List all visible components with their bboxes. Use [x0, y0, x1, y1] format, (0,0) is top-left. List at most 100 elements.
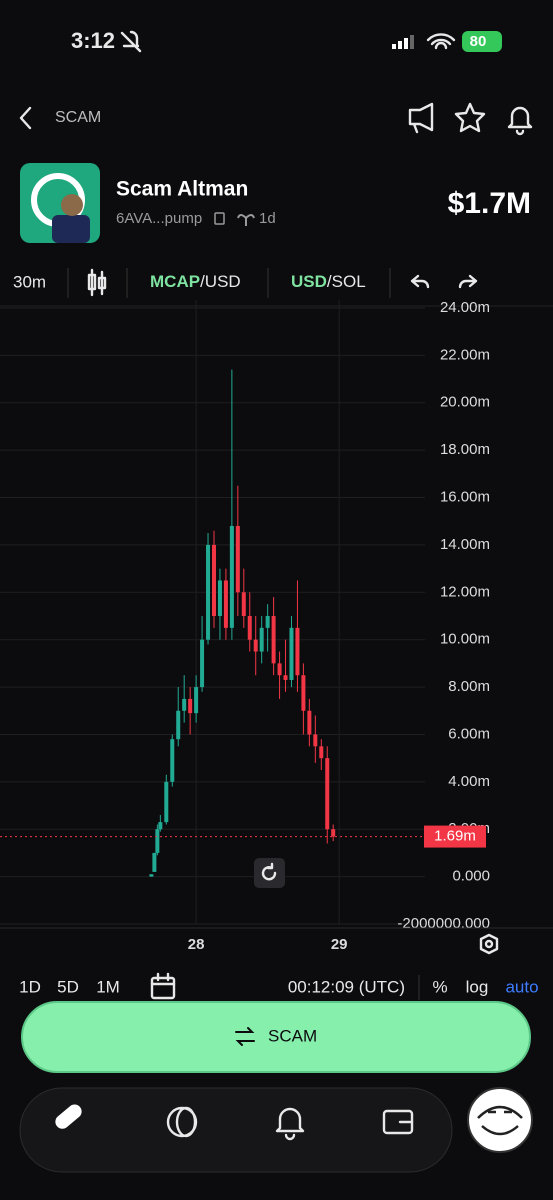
token-address: 6AVA...pump — [116, 210, 202, 227]
candle-body — [253, 639, 258, 652]
candle-body — [194, 687, 199, 714]
candle-body — [188, 698, 193, 714]
range-button[interactable]: 5D — [57, 977, 79, 996]
nav-explore[interactable] — [166, 1106, 198, 1138]
y-tick-label: 12.00m — [440, 583, 490, 600]
candle-body — [164, 781, 169, 823]
candle-body — [325, 758, 330, 830]
candle-body — [182, 698, 187, 711]
reset-button[interactable] — [254, 858, 285, 888]
candle-body — [331, 829, 336, 837]
candle-body — [170, 739, 175, 782]
settings-button[interactable] — [479, 933, 499, 955]
percent-toggle[interactable]: % — [432, 977, 447, 996]
swap-icon — [235, 1027, 255, 1046]
candle-body — [158, 822, 163, 830]
avatar-face — [61, 194, 83, 216]
mcap-unit: /USD — [200, 272, 241, 291]
sol-unit: /SOL — [327, 272, 366, 291]
wifi-icon — [426, 33, 456, 50]
candle-body — [211, 544, 216, 616]
reset-icon — [261, 862, 277, 881]
profile-avatar[interactable] — [467, 1087, 533, 1153]
redo-button — [458, 274, 478, 289]
candle-body — [301, 675, 306, 711]
log-toggle[interactable]: log — [466, 977, 489, 996]
undo-button[interactable] — [410, 274, 430, 289]
y-tick-label: 22.00m — [440, 346, 490, 363]
y-tick-label: 24.00m — [440, 299, 490, 316]
candle-body — [307, 710, 312, 735]
candle-body — [265, 616, 270, 628]
y-tick-label: 8.00m — [448, 678, 490, 695]
nav-alerts[interactable] — [275, 1107, 305, 1141]
back-button[interactable] — [19, 106, 32, 130]
candle-body — [206, 544, 211, 640]
candle-body — [271, 616, 276, 664]
nav-trade[interactable] — [53, 1102, 85, 1132]
swap-button[interactable] — [21, 1001, 531, 1073]
y-tick-label: 18.00m — [440, 441, 490, 458]
avatar-figure — [52, 215, 90, 243]
y-tick-label: 16.00m — [440, 489, 490, 506]
candle-body — [155, 829, 160, 853]
mcap-toggle[interactable]: MCAP/USD — [150, 272, 241, 291]
signal-icon — [392, 35, 414, 49]
y-tick-label: 4.00m — [448, 773, 490, 790]
range-button[interactable]: 1M — [96, 977, 120, 996]
toolbar-separators — [67, 268, 391, 298]
candle-body — [289, 627, 294, 680]
battery — [462, 31, 502, 52]
candle-body — [235, 525, 240, 593]
y-tick-label: -2000000.000 — [397, 915, 490, 932]
last-price-tag — [424, 825, 486, 848]
utc-time: 00:12:09 (UTC) — [288, 977, 405, 996]
candle-body — [229, 525, 234, 628]
candle-body — [176, 710, 181, 740]
settings-dot — [484, 939, 494, 949]
mute-icon — [120, 30, 142, 53]
candle-body — [200, 639, 205, 688]
nav-wallet[interactable] — [382, 1109, 414, 1135]
mcap-label: MCAP — [150, 272, 200, 291]
candle-body — [319, 746, 324, 759]
usd-label: USD — [291, 272, 327, 291]
candle-body — [149, 874, 154, 877]
y-tick-label: 20.00m — [440, 394, 490, 411]
auto-toggle[interactable]: auto — [505, 977, 538, 996]
y-tick-label: 0.000 — [452, 868, 490, 885]
y-tick-label: 6.00m — [448, 725, 490, 742]
last-price-label: 1.69m — [434, 828, 476, 845]
candle-body — [313, 734, 318, 747]
favorite-button[interactable] — [454, 102, 486, 133]
candle-body — [259, 627, 264, 652]
candle-body — [247, 616, 252, 640]
token-name: Scam Altman — [116, 178, 248, 201]
x-tick-label: 28 — [188, 936, 205, 953]
candle-body — [277, 663, 282, 676]
candle-body — [223, 580, 228, 628]
chart-type-button[interactable] — [87, 268, 107, 297]
x-tick-label: 29 — [331, 936, 348, 953]
interval-button[interactable]: 30m — [13, 272, 46, 291]
header-title: SCAM — [55, 109, 101, 126]
date-button[interactable] — [150, 972, 176, 1000]
share-button[interactable] — [408, 102, 434, 134]
status-time: 3:12 — [71, 28, 115, 53]
token-age: 1d — [259, 210, 276, 227]
y-tick-label: 14.00m — [440, 536, 490, 553]
age-icon — [237, 214, 255, 226]
avatar-face-lines — [477, 1105, 523, 1136]
candle-body — [217, 580, 222, 616]
swap-label: SCAM — [268, 1026, 317, 1045]
candle-body — [283, 675, 288, 680]
battery-level: 80 — [470, 33, 487, 50]
alert-button[interactable] — [507, 106, 533, 136]
candle-body — [152, 852, 157, 872]
range-button[interactable]: 1D — [19, 977, 41, 996]
market-cap: $1.7M — [448, 187, 531, 220]
currency-toggle[interactable]: USD/SOL — [291, 272, 366, 291]
copy-icon[interactable] — [214, 212, 225, 225]
